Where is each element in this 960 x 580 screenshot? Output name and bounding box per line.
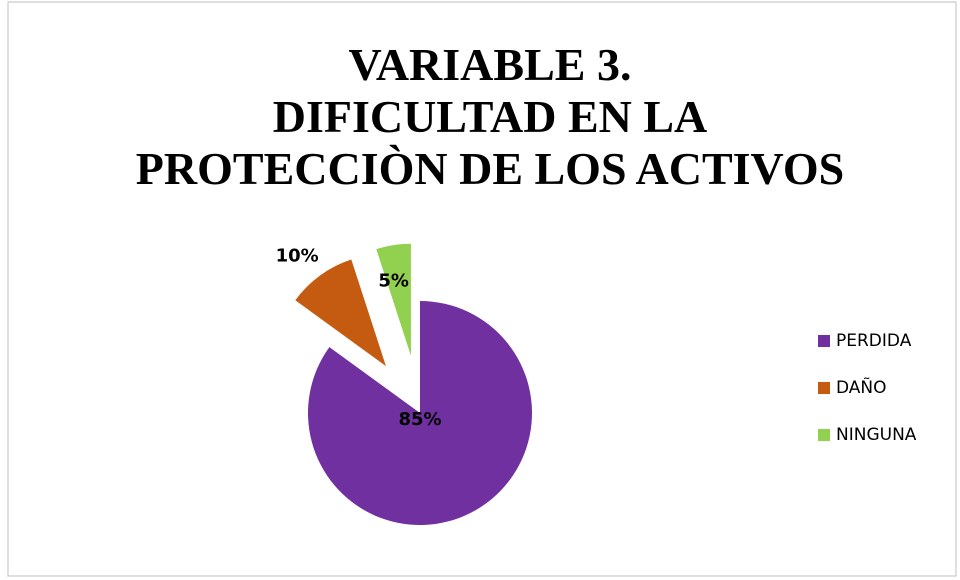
chart-title: VARIABLE 3. <box>349 39 632 90</box>
chart-title: PROTECCIÒN DE LOS ACTIVOS <box>136 143 844 194</box>
legend-swatch <box>818 335 830 347</box>
legend-label: PERDIDA <box>836 331 912 351</box>
data-label: 10% <box>276 246 319 267</box>
data-label: 5% <box>378 270 409 291</box>
legend-label: DAÑO <box>836 376 887 398</box>
data-label: 85% <box>398 409 441 430</box>
legend-swatch <box>818 382 830 394</box>
legend-swatch <box>818 429 830 441</box>
pie-slice <box>376 243 411 356</box>
chart-title: DIFICULTAD EN LA <box>273 91 708 142</box>
pie-slice <box>295 259 386 367</box>
pie-slice <box>308 301 532 525</box>
legend-label: NINGUNA <box>836 425 917 445</box>
